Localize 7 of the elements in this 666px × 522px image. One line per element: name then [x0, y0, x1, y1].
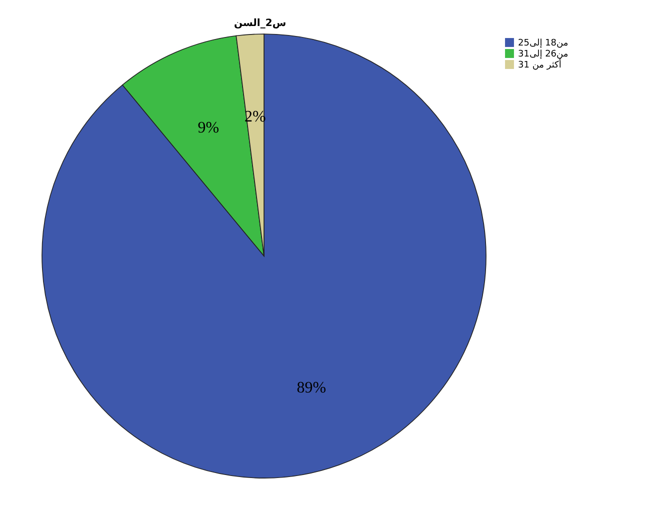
data-label: 9% [198, 120, 220, 137]
data-label: 89% [296, 380, 326, 397]
legend-label: من26 إلى31 [518, 50, 568, 60]
chart-title: س2_السن [234, 18, 286, 29]
legend-label: من18 إلى25 [518, 38, 568, 48]
pie-slice [42, 34, 486, 478]
legend-label: أكثر من 31 [518, 58, 562, 70]
